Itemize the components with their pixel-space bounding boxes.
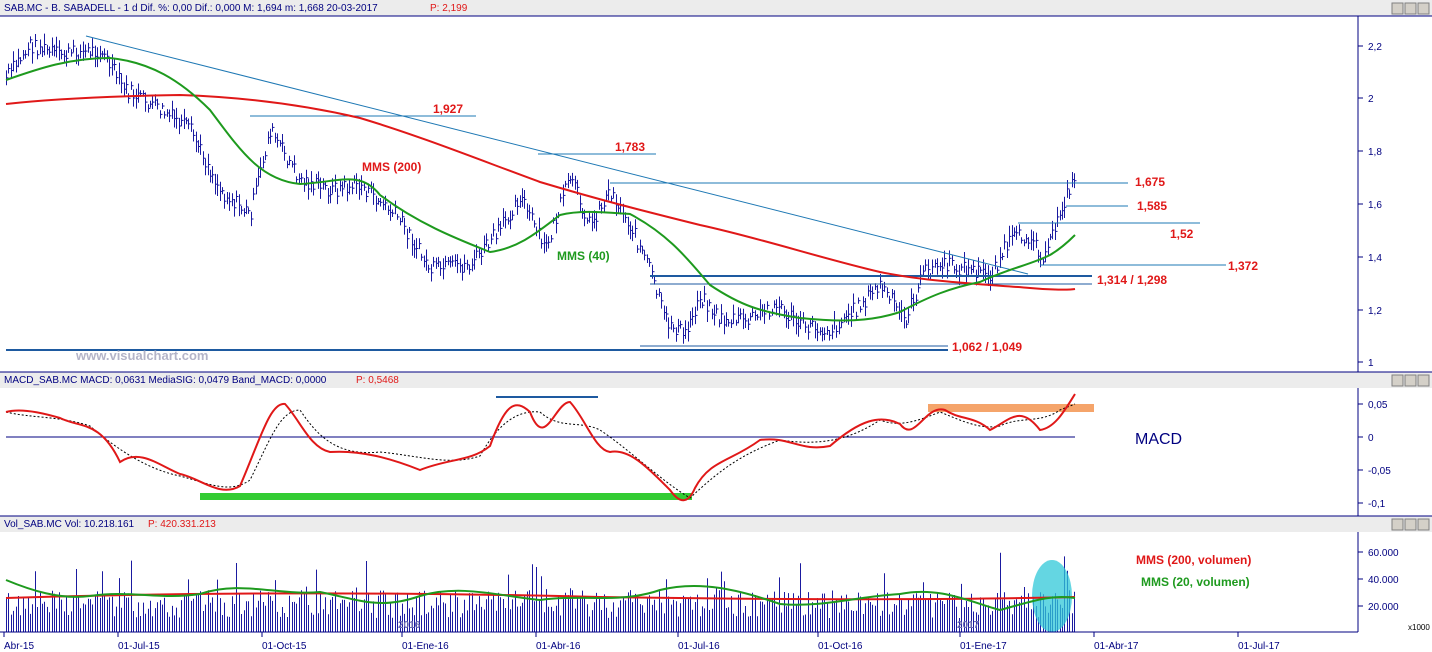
mms40-line xyxy=(5,56,1076,322)
macd-y-tick: 0 xyxy=(1368,433,1374,444)
price-level-label: 1,927 xyxy=(433,102,463,116)
vol-mms200-line xyxy=(5,592,1076,601)
close-button[interactable] xyxy=(1417,2,1430,15)
macd-close-button[interactable] xyxy=(1417,374,1430,387)
price-level-label: 1,372 xyxy=(1228,259,1258,273)
volume-minimize-button[interactable] xyxy=(1391,518,1404,531)
price-y-ticks: 2,2 2 1,8 1,6 1,4 1,2 1 xyxy=(1358,42,1382,369)
volume-y-tick: 60.000 xyxy=(1368,548,1399,559)
macd-title: MACD xyxy=(1135,431,1182,448)
volume-y-tick: 20.000 xyxy=(1368,602,1399,613)
price-y-tick: 1,4 xyxy=(1368,253,1382,264)
price-level-label: 1,783 xyxy=(615,140,645,154)
price-y-tick: 1,8 xyxy=(1368,147,1382,158)
volume-header-p: P: 420.331.213 xyxy=(148,519,216,530)
x-axis-label: 01-Oct-16 xyxy=(818,641,863,652)
x-axis-label: 01-Jul-16 xyxy=(678,641,720,652)
x-axis-label: 01-Oct-15 xyxy=(262,641,307,652)
x-axis-label: Abr-15 xyxy=(4,641,34,652)
mms40-label: MMS (40) xyxy=(557,249,610,263)
macd-top-band xyxy=(928,404,1094,412)
price-header-p: P: 2,199 xyxy=(430,3,468,14)
x-axis-label: 01-Ene-17 xyxy=(960,641,1007,652)
x-axis-label: 01-Abr-16 xyxy=(536,641,581,652)
downtrend-line xyxy=(85,35,1029,275)
x-axis-label: 01-Ene-16 xyxy=(402,641,449,652)
price-y-tick: 1,2 xyxy=(1368,306,1382,317)
price-level-label: 1,585 xyxy=(1137,199,1167,213)
x-axis: Abr-15 01-Jul-15 01-Oct-15 01-Ene-16 01-Abr-… xyxy=(0,620,1358,652)
price-level-label: 1,52 xyxy=(1170,227,1194,241)
minimize-button[interactable] xyxy=(1391,2,1404,15)
volume-highlight xyxy=(1032,560,1072,632)
vol-mms200-label: MMS (200, volumen) xyxy=(1136,553,1251,567)
price-header-bar xyxy=(0,0,1432,16)
x-axis-label: 01-Abr-17 xyxy=(1094,641,1139,652)
x-axis-label: 01-Jul-17 xyxy=(1238,641,1280,652)
macd-minimize-button[interactable] xyxy=(1391,374,1404,387)
price-level-label: 1,062 / 1,049 xyxy=(952,340,1022,354)
year-label: 2017 xyxy=(957,620,980,631)
watermark: www.visualchart.com xyxy=(75,348,208,363)
volume-unit: x1000 xyxy=(1408,623,1430,632)
vol-mms20-line xyxy=(5,579,1076,612)
price-y-tick: 1,6 xyxy=(1368,200,1382,211)
mms200-label: MMS (200) xyxy=(362,160,421,174)
price-y-tick: 1 xyxy=(1368,358,1374,369)
mms200-line xyxy=(5,93,1076,291)
volume-header-text: Vol_SAB.MC Vol: 10.218.161 xyxy=(4,519,135,530)
volume-panel: Vol_SAB.MC Vol: 10.218.161 P: 420.331.21… xyxy=(0,515,1432,632)
price-bars xyxy=(6,33,1077,344)
macd-y-ticks: 0,05 0 -0,05 -0,1 xyxy=(1358,400,1391,510)
macd-y-tick: -0,1 xyxy=(1368,499,1386,510)
price-panel: SAB.MC - B. SABADELL - 1 d Dif. %: 0,00 … xyxy=(0,0,1432,372)
macd-y-tick: 0,05 xyxy=(1368,400,1388,411)
macd-header-text: MACD_SAB.MC MACD: 0,0631 MediaSIG: 0,047… xyxy=(4,375,327,386)
x-axis-label: 01-Jul-15 xyxy=(118,641,160,652)
macd-line xyxy=(5,393,1076,502)
price-header-text: SAB.MC - B. SABADELL - 1 d Dif. %: 0,00 … xyxy=(4,3,378,14)
macd-maximize-button[interactable] xyxy=(1404,374,1417,387)
year-label: 2016 xyxy=(398,620,421,631)
volume-y-ticks: 60.000 40.000 20.000 xyxy=(1358,548,1399,613)
price-level-label: 1,675 xyxy=(1135,175,1165,189)
vol-mms20-label: MMS (20, volumen) xyxy=(1141,575,1250,589)
volume-maximize-button[interactable] xyxy=(1404,518,1417,531)
macd-header-p: P: 0,5468 xyxy=(356,375,399,386)
price-y-tick: 2 xyxy=(1368,94,1374,105)
macd-bottom-band xyxy=(200,493,692,500)
price-y-tick: 2,2 xyxy=(1368,42,1382,53)
volume-close-button[interactable] xyxy=(1417,518,1430,531)
maximize-button[interactable] xyxy=(1404,2,1417,15)
macd-signal-line xyxy=(5,403,1076,499)
price-level-label: 1,314 / 1,298 xyxy=(1097,273,1167,287)
macd-panel: MACD_SAB.MC MACD: 0,0631 MediaSIG: 0,047… xyxy=(0,371,1432,516)
macd-y-tick: -0,05 xyxy=(1368,466,1391,477)
volume-y-tick: 40.000 xyxy=(1368,575,1399,586)
